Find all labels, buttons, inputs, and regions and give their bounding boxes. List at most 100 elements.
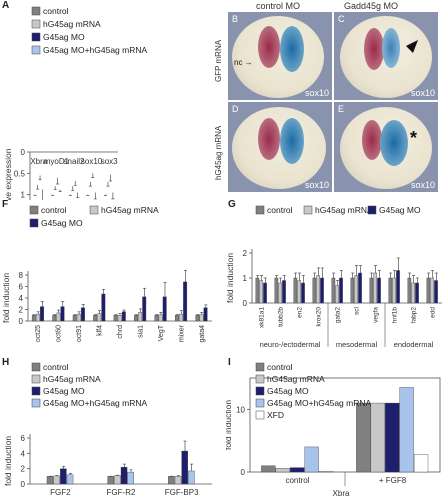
bar <box>138 312 143 322</box>
y-tick-label: 0 <box>241 468 246 477</box>
x-tick-label: FGF-BP3 <box>165 488 199 497</box>
legend-swatch <box>29 218 39 228</box>
legend-label: control <box>267 205 293 215</box>
legend-swatch <box>31 386 41 396</box>
legend-swatch <box>31 398 41 408</box>
x-tick-label: control <box>285 476 309 485</box>
x-tick-label: VegT <box>158 324 165 341</box>
x-tick-label: oct25 <box>35 325 42 342</box>
bar <box>53 475 60 485</box>
bar <box>31 315 36 322</box>
y-tick-label: 1 <box>243 274 248 283</box>
bar <box>411 282 416 304</box>
x-tick-label: Xbra <box>30 157 47 166</box>
bar <box>60 306 65 322</box>
bar <box>413 454 429 473</box>
x-tick-label: xk81a1 <box>259 307 266 328</box>
bar <box>293 277 298 304</box>
chart-g: 0 1 2 fold induction xk81a1 tubb2b en2 krox20 ga… <box>226 205 442 349</box>
bar <box>181 450 188 485</box>
legend-label: hG45ag mRNA <box>43 374 101 384</box>
bar <box>354 275 359 304</box>
y-axis-label: fold induction <box>3 436 13 486</box>
photo-e: E * sox10 <box>334 102 438 192</box>
x-tick-label: oct91 <box>76 325 83 342</box>
legend-label: G45ag MO <box>43 32 85 42</box>
bar <box>168 476 175 485</box>
y-tick-label: 4 <box>21 449 26 458</box>
legend-label: XFD <box>267 410 284 420</box>
bar <box>46 476 54 485</box>
stain-red-c <box>364 28 384 70</box>
bar <box>399 387 414 473</box>
stain-blue-b <box>280 26 304 72</box>
legend-swatch <box>31 362 41 372</box>
legend-swatch <box>89 205 99 215</box>
bar <box>174 476 182 485</box>
bar <box>203 307 208 322</box>
chart-h: 0 2 4 6 fold induction FGF2 FGF-R2 FGF-BP3 contr… <box>3 362 212 497</box>
legend-label: control <box>43 6 69 16</box>
bar <box>301 282 305 304</box>
y-tick-label: 0.5 <box>14 169 26 178</box>
bar <box>392 277 397 304</box>
bar <box>162 296 167 322</box>
stain-blue-d <box>280 118 304 164</box>
legend-label: G45ag MO <box>43 386 85 396</box>
bar <box>97 313 102 322</box>
x-tick-label: sox3 <box>101 157 118 166</box>
legend-label: hG45ag mRNA <box>43 19 101 29</box>
bar <box>114 475 121 485</box>
photo-letter-c: C <box>338 14 345 24</box>
bar <box>66 474 74 485</box>
legend-swatch <box>31 32 41 42</box>
bar <box>199 314 204 322</box>
bar <box>101 293 106 322</box>
bar <box>318 471 334 473</box>
bar <box>358 272 362 304</box>
legend-label: control <box>41 205 67 215</box>
bar <box>415 282 419 304</box>
bar <box>282 280 286 304</box>
legend-label: G45ag MO <box>41 218 83 228</box>
legend-swatch <box>31 45 41 55</box>
photo-letter-b: B <box>232 14 239 24</box>
photo-letter-d: D <box>232 104 239 114</box>
bar <box>430 277 435 304</box>
group-label: Xbra <box>333 489 350 498</box>
legend-swatch <box>303 205 313 215</box>
bar <box>261 465 276 473</box>
bar <box>107 476 114 485</box>
bar <box>370 402 385 473</box>
bar <box>407 277 412 304</box>
photo-side-top: GFP mRNA <box>214 39 223 82</box>
panel-letter-f: F <box>2 199 9 210</box>
y-axis-label: fold induction <box>226 253 235 303</box>
x-tick-label: myoD1 <box>44 157 70 166</box>
legend-swatch <box>31 19 41 29</box>
bar <box>154 315 159 322</box>
bar <box>312 277 317 304</box>
bar <box>255 277 260 304</box>
panel-letter-a: A <box>2 0 10 11</box>
y-tick-label: 1 <box>21 191 26 200</box>
x-tick-label: snail2 <box>64 157 85 166</box>
y-tick-label: 4 <box>19 294 24 303</box>
bar <box>60 468 67 485</box>
group-label: endodermal <box>394 340 434 349</box>
legend-swatch <box>255 386 265 396</box>
stain-red-e <box>362 120 382 160</box>
bar <box>80 307 85 322</box>
stain-red-b <box>258 26 280 68</box>
nc-label: nc → <box>234 58 253 67</box>
bar <box>350 277 355 304</box>
y-axis-label: fold induction <box>226 400 233 450</box>
legend-swatch <box>255 362 265 372</box>
legend-swatch <box>255 205 265 215</box>
stain-red-d <box>258 118 280 160</box>
x-tick-label: FGF-R2 <box>107 488 136 497</box>
x-tick-label: gata2 <box>335 307 342 324</box>
y-tick-label: 2 <box>243 249 248 258</box>
chart-f: 0 2 4 6 8 fold induction oct25 oct60 oct91 klf4 ch… <box>1 205 212 343</box>
